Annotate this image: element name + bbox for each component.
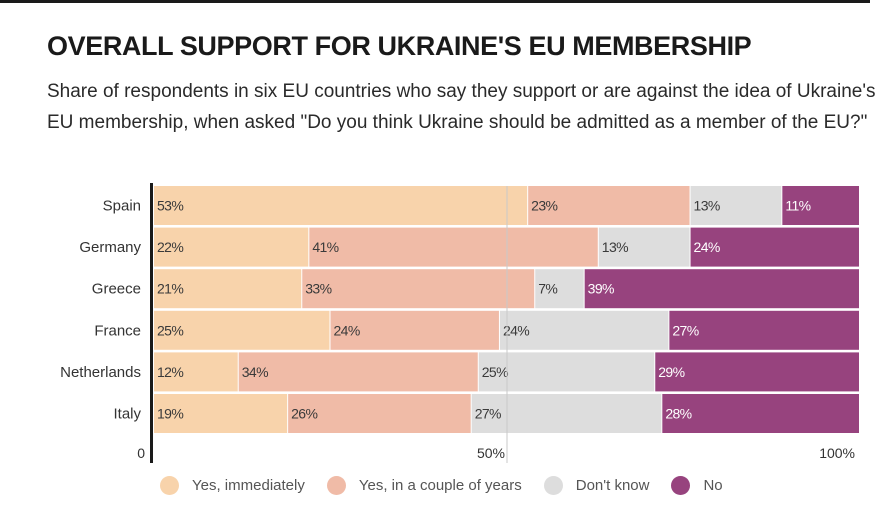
category-label: Greece <box>92 281 141 298</box>
bar-segment <box>478 352 655 392</box>
bar-value-label: 33% <box>305 281 331 297</box>
bar-value-label: 27% <box>672 322 698 338</box>
legend-label: Yes, in a couple of years <box>358 477 522 494</box>
bar-segment <box>330 310 499 350</box>
bar-value-label: 24% <box>334 322 360 338</box>
category-label: Germany <box>79 239 141 256</box>
bar-value-label: 13% <box>694 198 720 214</box>
bar-segment <box>535 269 584 309</box>
bar-segment <box>669 310 859 350</box>
legend-item: Don't know <box>543 476 650 495</box>
bar-value-label: 19% <box>157 406 183 422</box>
bar-value-label: 24% <box>503 322 529 338</box>
bar-segment <box>309 227 598 267</box>
chart-title: OVERALL SUPPORT FOR UKRAINE'S EU MEMBERS… <box>47 31 752 61</box>
bar-segment <box>690 186 782 225</box>
x-tick-label: 0 <box>137 445 145 461</box>
bar-value-label: 27% <box>475 406 501 422</box>
legend-swatch <box>671 476 691 495</box>
bar-segment <box>154 227 309 267</box>
chart-legend: Yes, immediately Yes, in a couple of year… <box>160 476 745 495</box>
bar-segment <box>154 186 528 225</box>
bar-value-label: 22% <box>157 239 183 255</box>
bar-value-label: 29% <box>658 364 684 380</box>
bar-value-label: 23% <box>531 198 557 214</box>
legend-label: Don't know <box>575 477 650 494</box>
top-rule <box>0 0 870 3</box>
category-label: Italy <box>113 406 141 423</box>
legend-item: Yes, in a couple of years <box>326 476 522 495</box>
legend-swatch <box>543 476 563 495</box>
legend-item: Yes, immediately <box>160 476 305 495</box>
bar-value-label: 26% <box>291 406 317 422</box>
bar-segment <box>471 394 662 433</box>
bar-segment <box>154 352 238 392</box>
legend-item: No <box>671 476 723 495</box>
bar-value-label: 39% <box>588 281 614 297</box>
bar-value-label: 24% <box>694 239 720 255</box>
bar-segment <box>499 310 669 350</box>
legend-swatch <box>160 476 179 495</box>
bar-segment <box>154 394 288 433</box>
x-tick-label: 100% <box>819 445 855 461</box>
bar-segment <box>528 186 690 225</box>
legend-swatch <box>326 476 346 495</box>
bar-value-label: 12% <box>157 364 183 380</box>
bar-value-label: 7% <box>538 281 557 297</box>
bar-segment <box>662 394 859 433</box>
bar-segment <box>598 227 690 267</box>
bar-value-label: 21% <box>157 281 183 297</box>
category-label: Spain <box>103 198 141 215</box>
bar-segment <box>288 394 471 433</box>
bar-value-label: 13% <box>602 239 628 255</box>
legend-label: Yes, immediately <box>192 477 305 494</box>
bar-value-label: 11% <box>785 198 810 214</box>
bar-segment <box>154 310 330 350</box>
legend-label: No <box>703 477 723 494</box>
bar-value-label: 25% <box>482 364 508 380</box>
bar-segment <box>154 269 302 309</box>
bar-value-label: 28% <box>665 406 691 422</box>
bar-segment <box>584 269 859 309</box>
bar-segment <box>690 227 859 267</box>
category-label: France <box>94 322 141 339</box>
bar-segment <box>782 186 859 225</box>
bar-value-label: 41% <box>312 239 338 255</box>
bar-segment <box>238 352 478 392</box>
bar-segment <box>302 269 535 309</box>
bar-value-label: 34% <box>242 364 268 380</box>
bar-segment <box>655 352 859 392</box>
category-label: Netherlands <box>60 364 141 381</box>
bar-value-label: 53% <box>157 198 183 214</box>
chart-subtitle: Share of respondents in six EU countries… <box>47 81 876 133</box>
x-tick-label: 50% <box>477 445 505 461</box>
bar-value-label: 25% <box>157 322 183 338</box>
